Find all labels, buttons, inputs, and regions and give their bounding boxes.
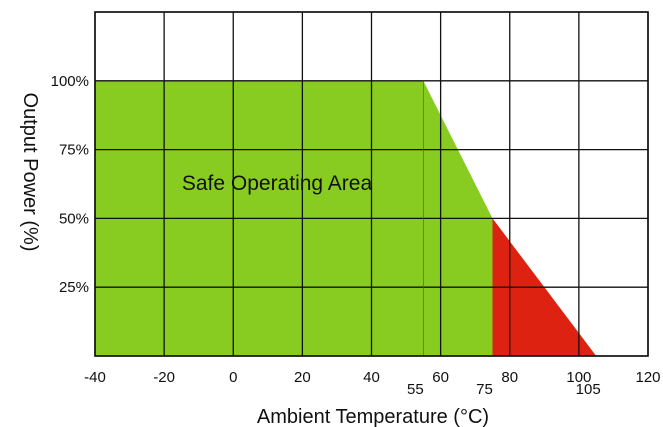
x-tick-label: 40	[363, 369, 380, 386]
y-tick-label: 100%	[51, 73, 89, 90]
y-tick-label: 50%	[59, 210, 89, 227]
x-axis-title: Ambient Temperature (°C)	[257, 406, 489, 427]
x-marked-point-label: 75	[476, 381, 493, 398]
plot-frame	[94, 11, 649, 357]
x-tick-label: 80	[501, 369, 518, 386]
x-tick-label: 20	[294, 369, 311, 386]
y-tick-label: 75%	[59, 142, 89, 159]
x-tick-label: 120	[635, 369, 660, 386]
tick-layer: -40 -20 0 20 40 60 80 100 120 55 75 105 25% 50% 75% 100…	[51, 73, 661, 398]
x-marked-point-label: 105	[576, 381, 601, 398]
safe-operating-area-label: Safe Operating Area	[182, 172, 373, 195]
x-tick-label: -20	[153, 369, 175, 386]
x-tick-label: 0	[229, 369, 237, 386]
x-tick-label: 100	[566, 369, 591, 386]
x-tick-label: 60	[432, 369, 449, 386]
y-tick-label: 25%	[59, 279, 89, 296]
grid-layer	[94, 11, 649, 357]
x-marked-point-label: 55	[407, 381, 424, 398]
x-tick-label: -40	[84, 369, 106, 386]
y-axis-title: Output Power (%)	[19, 93, 41, 252]
